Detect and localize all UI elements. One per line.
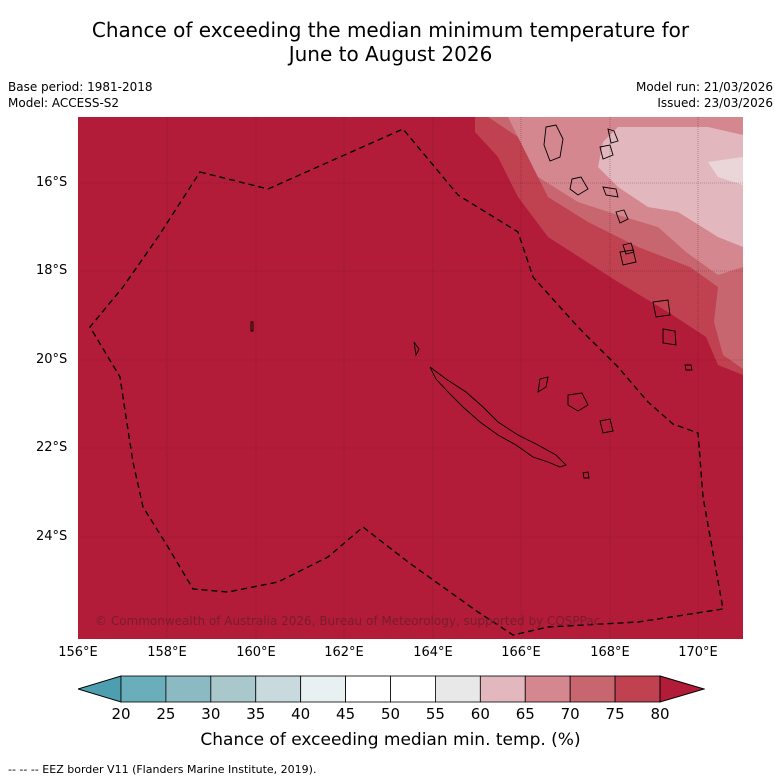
base-period: Base period: 1981-2018 <box>8 80 153 94</box>
belep-islands <box>413 341 420 357</box>
lat-label-22s: 22°S <box>36 440 68 455</box>
copyright-notice: © Commonwealth of Australia 2026, Bureau… <box>95 614 601 628</box>
lon-label-162e: 162°E <box>324 645 364 660</box>
colorbar-cell-40 <box>300 675 346 703</box>
lon-label-170e: 170°E <box>678 645 718 660</box>
lon-label-156e: 156°E <box>58 645 98 660</box>
lon-label-160e: 160°E <box>236 645 276 660</box>
probability-band-55 <box>708 157 743 185</box>
colorbar-extend-low <box>78 675 122 703</box>
ouvea-island <box>537 376 549 393</box>
map-title: Chance of exceeding the median minimum t… <box>0 18 781 66</box>
lon-label-164e: 164°E <box>413 645 453 660</box>
colorbar-cell-20 <box>120 675 167 703</box>
colorbar-tick-75: 75 <box>605 705 625 723</box>
colorbar-cell-60 <box>479 675 526 703</box>
colorbar-tick-80: 80 <box>650 705 670 723</box>
vanuatu-southern-isles <box>662 328 677 346</box>
lifou-island <box>567 392 589 412</box>
mare-island <box>599 418 614 434</box>
issued-date: Issued: 23/03/2026 <box>657 96 773 110</box>
isle-of-pines <box>582 471 590 479</box>
chesterfield-islet <box>250 321 254 332</box>
title-line-2: June to August 2026 <box>288 42 493 66</box>
vanuatu-efate <box>615 209 629 224</box>
vanuatu-malekula <box>569 176 589 196</box>
probability-band-60 <box>598 127 743 247</box>
colorbar-cell-65 <box>524 675 571 703</box>
colorbar-tick-55: 55 <box>425 705 445 723</box>
meta-right: Model run: 21/03/2026 Issued: 23/03/2026 <box>636 79 773 111</box>
colorbar-tick-60: 60 <box>470 705 490 723</box>
colorbar-tick-70: 70 <box>560 705 580 723</box>
colorbar-cell-30 <box>210 675 257 703</box>
map-svg <box>78 117 743 639</box>
model-run: Model run: 21/03/2026 <box>635 80 773 94</box>
colorbar-tick-45: 45 <box>336 705 356 723</box>
colorbar-tick-65: 65 <box>515 705 535 723</box>
lat-label-18s: 18°S <box>36 263 68 278</box>
lon-label-158e: 158°E <box>147 645 187 660</box>
vanuatu-epi-shepherds <box>602 186 619 198</box>
colorbar-cell-70 <box>569 675 616 703</box>
lat-label-24s: 24°S <box>36 529 68 544</box>
colorbar-cell-35 <box>255 675 302 703</box>
vanuatu-tanna <box>619 249 637 266</box>
graticule <box>78 117 743 639</box>
colorbar-tick-20: 20 <box>111 705 131 723</box>
colorbar <box>78 675 705 703</box>
colorbar-label: Chance of exceeding median min. temp. (%… <box>200 730 581 750</box>
new-caledonia-island <box>429 366 567 468</box>
colorbar-cell-75 <box>614 675 661 703</box>
colorbar-cell-45 <box>345 675 391 703</box>
colorbar-cell-50 <box>390 675 436 703</box>
vanuatu-ambrym-pentecost <box>599 128 619 160</box>
lon-label-166e: 166°E <box>501 645 541 660</box>
lat-label-20s: 20°S <box>36 352 68 367</box>
vanuatu-espiritu-santo <box>543 124 564 162</box>
colorbar-tick-35: 35 <box>246 705 266 723</box>
colorbar-extend-high <box>659 675 705 703</box>
eez-border <box>89 128 724 636</box>
colorbar-cell-25 <box>165 675 212 703</box>
vanuatu-matthew-hunter <box>684 364 693 371</box>
colorbar-cell-55 <box>435 675 481 703</box>
vanuatu-aneityum <box>652 299 671 318</box>
model-name: Model: ACCESS-S2 <box>8 96 120 110</box>
map-panel <box>78 117 743 639</box>
colorbar-tick-50: 50 <box>380 705 401 723</box>
lon-label-168e: 168°E <box>590 645 630 660</box>
colorbar-tick-30: 30 <box>201 705 221 723</box>
colorbar-tick-25: 25 <box>156 705 176 723</box>
meta-left: Base period: 1981-2018 Model: ACCESS-S2 <box>8 79 153 111</box>
colorbar-tick-40: 40 <box>291 705 311 723</box>
eez-legend-note: -- -- -- EEZ border V11 (Flanders Marine… <box>8 763 317 776</box>
lat-label-16s: 16°S <box>36 175 68 190</box>
title-line-1: Chance of exceeding the median minimum t… <box>91 18 690 42</box>
